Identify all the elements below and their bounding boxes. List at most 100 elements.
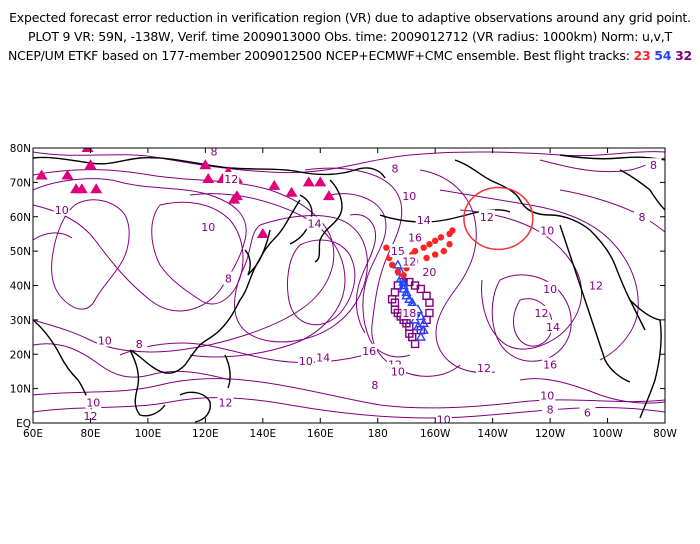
lon-tick-label: 180 xyxy=(368,428,388,440)
contour-label-bg xyxy=(539,223,556,237)
contour-label-bg xyxy=(306,216,323,230)
contour-line xyxy=(51,199,130,310)
lat-tick-label: 20N xyxy=(10,349,31,361)
lon-tick-label: 160E xyxy=(307,428,334,440)
track-a-dot xyxy=(440,247,447,255)
track-b-triangle xyxy=(412,321,424,331)
contour-label: 8 xyxy=(650,159,657,172)
contour-label-bg xyxy=(217,395,234,409)
contour-line xyxy=(349,214,377,334)
contour-label-bg xyxy=(544,319,561,333)
observation-triangle xyxy=(61,169,74,180)
track-b-triangle xyxy=(404,293,415,303)
observation-triangle xyxy=(302,176,315,187)
contour-label: 6 xyxy=(584,407,591,420)
observation-triangle xyxy=(322,190,335,201)
contour-label: 12 xyxy=(83,410,97,423)
contour-label-bg xyxy=(200,220,217,234)
lon-tick-label: 140W xyxy=(477,428,508,440)
contour-label-bg xyxy=(389,244,406,258)
contour-label: 12 xyxy=(218,396,232,409)
contour-label-bg xyxy=(85,395,102,409)
contour-line xyxy=(33,343,231,381)
contour-label-bg xyxy=(205,148,222,158)
contour-label-bg xyxy=(435,412,452,423)
contour-label-bg xyxy=(401,254,418,268)
lat-tick-label: EQ xyxy=(16,418,31,430)
contour-label: 14 xyxy=(546,321,560,334)
lon-tick-label: 160W xyxy=(420,428,451,440)
contour-label: 10 xyxy=(543,283,557,296)
coastline-southeast-asia xyxy=(129,349,166,417)
track-a-dot xyxy=(431,237,439,245)
contour-label: 16 xyxy=(362,345,376,358)
contour-label: 14 xyxy=(308,218,322,231)
contour-label: 8 xyxy=(391,163,398,176)
lon-tick-label: 120W xyxy=(535,428,566,440)
lat-tick-label: 60N xyxy=(10,212,31,224)
track-c-square xyxy=(425,308,434,318)
contour-line xyxy=(491,274,572,362)
track-a-dot xyxy=(437,234,445,241)
contour-label: 12 xyxy=(480,211,494,224)
track-a-dot xyxy=(411,247,419,255)
contour-label: 10 xyxy=(540,225,554,238)
contour-label-bg xyxy=(297,354,314,368)
header-line-3-text: NCEP/UM ETKF based on 177-member 2009012… xyxy=(7,48,630,63)
contour-label-bg xyxy=(220,271,237,285)
contour-line xyxy=(513,298,553,347)
contour-line xyxy=(33,178,247,312)
contour-label: 8 xyxy=(371,379,378,392)
track-a-dot xyxy=(423,254,430,262)
observation-triangle xyxy=(314,176,327,187)
contour-label: 16 xyxy=(408,231,422,244)
track-a-dot xyxy=(400,271,407,279)
contour-label: 10 xyxy=(437,414,451,427)
observation-triangle xyxy=(81,148,94,152)
observation-triangle xyxy=(202,172,215,183)
contour-label: 12 xyxy=(224,173,238,186)
coastline-north-america-west xyxy=(559,224,631,383)
contour-label: 10 xyxy=(540,390,554,403)
contour-label: 10 xyxy=(55,204,69,217)
contour-label-bg xyxy=(542,357,559,371)
lon-tick-label: 140E xyxy=(249,428,276,440)
observation-triangle xyxy=(35,169,48,180)
contour-label: 16 xyxy=(543,359,557,372)
contour-label: 12 xyxy=(589,280,603,293)
contour-label: 10 xyxy=(402,190,416,203)
contour-label-bg xyxy=(539,388,556,402)
contour-label-bg xyxy=(315,350,332,364)
observation-triangle xyxy=(199,159,212,170)
contour-label-bg xyxy=(579,405,596,419)
contour-label: 10 xyxy=(299,355,313,368)
contour-label: 12 xyxy=(402,255,416,268)
lat-tick-label: 40N xyxy=(10,281,31,293)
coastline-hudson xyxy=(619,169,665,211)
coastline-philippines xyxy=(224,354,231,389)
contour-label: 20 xyxy=(422,266,436,279)
contour-line xyxy=(439,189,639,361)
contour-label-bg xyxy=(82,409,99,423)
coastline-kamchatka xyxy=(314,179,343,263)
lon-tick-label: 100E xyxy=(135,428,162,440)
plot-header: Expected forecast error reduction in ver… xyxy=(0,8,700,65)
contour-label-bg xyxy=(131,336,148,350)
coastline-east-asia xyxy=(129,199,301,374)
observation-triangle xyxy=(90,183,103,194)
lat-tick-label: 70N xyxy=(10,177,31,189)
lon-tick-label: 80W xyxy=(653,428,677,440)
contour-label: 12 xyxy=(534,307,548,320)
track-a-dot xyxy=(449,227,456,234)
lat-tick-label: 30N xyxy=(10,315,31,327)
track-c-square xyxy=(410,339,420,349)
contour-label-bg xyxy=(389,364,406,378)
track-c-square xyxy=(422,291,431,301)
contour-label: 8 xyxy=(225,273,232,286)
track-b-triangle xyxy=(409,314,421,324)
contour-line xyxy=(189,193,346,358)
